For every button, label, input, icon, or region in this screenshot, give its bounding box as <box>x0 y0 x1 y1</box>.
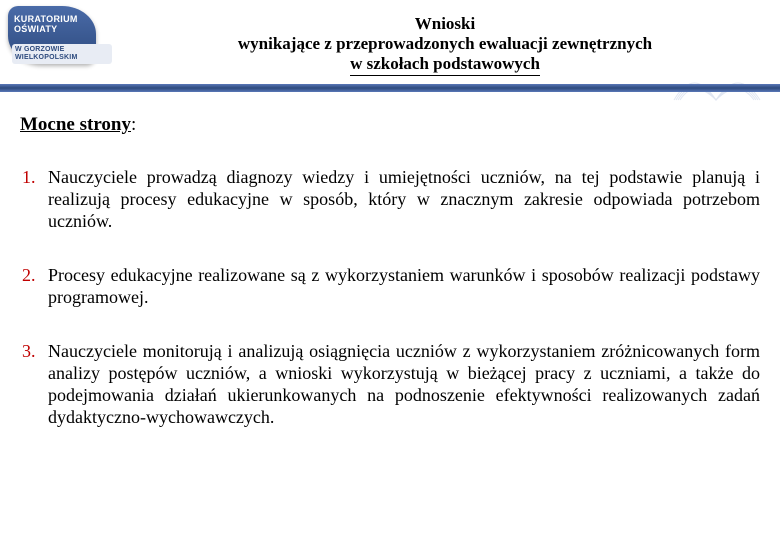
title-block: Wnioski wynikające z przeprowadzonych ew… <box>130 14 760 76</box>
logo-line1: KURATORIUM <box>14 14 78 24</box>
title-line3-wrap: w szkołach podstawowych <box>130 54 760 76</box>
title-line2: wynikające z przeprowadzonych ewaluacji … <box>130 34 760 54</box>
items-list: 1. Nauczyciele prowadzą diagnozy wiedzy … <box>20 166 760 428</box>
item-number: 3. <box>20 340 48 428</box>
item-number: 2. <box>20 264 48 308</box>
title-line1: Wnioski <box>130 14 760 34</box>
list-item: 3. Nauczyciele monitorują i analizują os… <box>20 340 760 428</box>
logo-sub2: WIELKOPOLSKIM <box>15 54 78 61</box>
logo: KURATORIUM OŚWIATY W GORZOWIE WIELKOPOLS… <box>8 4 116 76</box>
logo-subtext: W GORZOWIE WIELKOPOLSKIM <box>12 44 112 64</box>
list-item: 2. Procesy edukacyjne realizowane są z w… <box>20 264 760 308</box>
item-text: Procesy edukacyjne realizowane są z wyko… <box>48 264 760 308</box>
list-item: 1. Nauczyciele prowadzą diagnozy wiedzy … <box>20 166 760 232</box>
section-heading: Mocne strony: <box>20 114 760 136</box>
section-heading-suffix: : <box>131 114 136 135</box>
item-number: 1. <box>20 166 48 232</box>
logo-sub1: W GORZOWIE <box>15 46 64 53</box>
logo-line2: OŚWIATY <box>14 24 57 34</box>
item-text: Nauczyciele prowadzą diagnozy wiedzy i u… <box>48 166 760 232</box>
section-heading-text: Mocne strony <box>20 114 131 135</box>
title-line3: w szkołach podstawowych <box>350 54 540 76</box>
slide-header: KURATORIUM OŚWIATY W GORZOWIE WIELKOPOLS… <box>0 0 780 92</box>
logo-text: KURATORIUM OŚWIATY <box>14 14 78 34</box>
item-text: Nauczyciele monitorują i analizują osiąg… <box>48 340 760 428</box>
content: Mocne strony: 1. Nauczyciele prowadzą di… <box>0 92 780 470</box>
header-divider <box>0 84 780 92</box>
